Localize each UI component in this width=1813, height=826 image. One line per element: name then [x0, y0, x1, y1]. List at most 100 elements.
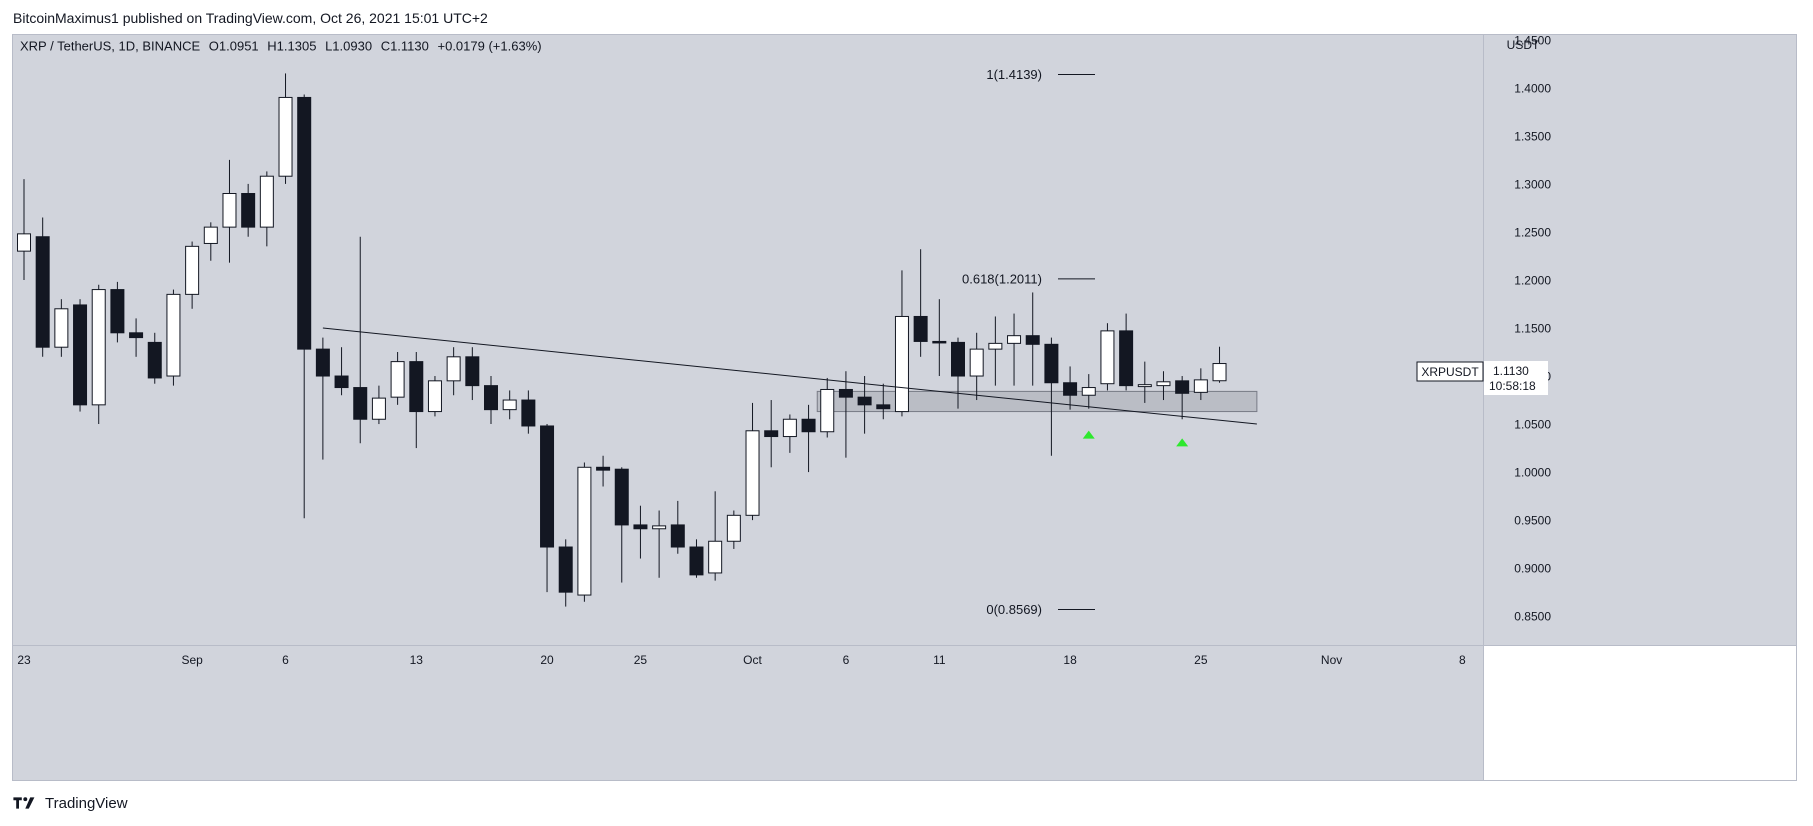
time-tick-label: 23 — [17, 653, 31, 667]
candle-body — [1100, 330, 1115, 385]
candle-body — [951, 341, 965, 377]
candle — [708, 491, 723, 581]
candle-body — [838, 388, 853, 398]
candle — [1100, 323, 1115, 391]
candle-body — [110, 289, 125, 334]
candle — [521, 390, 536, 434]
time-tick-label: 11 — [933, 653, 946, 667]
price-tag-countdown: 10:58:18 — [1489, 379, 1536, 393]
candle-body — [334, 375, 349, 389]
candle — [913, 249, 928, 357]
candle-body — [988, 342, 1003, 350]
candle — [334, 347, 349, 396]
candle — [1063, 366, 1078, 410]
support-marker-triangle — [1082, 430, 1095, 439]
candle — [17, 179, 31, 280]
candle-body — [577, 466, 592, 596]
time-tick-label: 6 — [843, 653, 850, 667]
candle-body — [371, 397, 386, 420]
candle — [73, 299, 88, 412]
candle — [222, 159, 237, 263]
candle — [465, 347, 480, 401]
price-tick-label: 0.9000 — [1514, 562, 1551, 576]
fib-level: 1(1.4139) — [986, 67, 1095, 82]
price-tick-label: 1.1500 — [1514, 321, 1551, 335]
candles-layer — [17, 73, 1227, 607]
legend-change: +0.0179 (+1.63%) — [438, 39, 542, 54]
candle — [1119, 313, 1134, 391]
candle-body — [614, 468, 629, 526]
candle — [110, 281, 125, 343]
candle-body — [278, 96, 293, 177]
time-tick-label: Nov — [1321, 653, 1342, 667]
chart-frame — [12, 34, 1797, 781]
time-axis-background — [13, 646, 1483, 780]
last-price-tag: XRPUSDT 1.1130 10:58:18 — [1416, 361, 1548, 395]
time-tick-label: 20 — [540, 653, 554, 667]
candle — [652, 510, 667, 578]
candle — [1025, 292, 1040, 386]
time-tick-label: 18 — [1063, 653, 1077, 667]
candle — [241, 183, 256, 237]
candle — [689, 539, 704, 578]
time-tick-label: Sep — [181, 653, 203, 667]
candle — [801, 404, 816, 473]
candle — [35, 217, 50, 357]
candle-body — [1212, 363, 1227, 382]
candle — [820, 377, 835, 438]
candle — [353, 236, 368, 444]
candle — [409, 352, 424, 449]
candle — [558, 539, 573, 607]
candle-body — [521, 399, 536, 427]
candle — [838, 371, 853, 458]
candle-body — [652, 525, 667, 530]
tradingview-brand[interactable]: TradingView — [13, 793, 128, 813]
candle — [502, 390, 517, 420]
candle-body — [596, 466, 611, 471]
price-tick-label: 0.9500 — [1514, 514, 1551, 528]
candle-body — [876, 404, 891, 410]
candle-body — [633, 524, 648, 530]
candle-body — [129, 332, 144, 339]
tradingview-logo-icon — [13, 797, 35, 809]
candle-body — [857, 396, 872, 406]
candle-body — [390, 361, 405, 398]
candle-body — [54, 308, 69, 348]
legend-low-value: 1.0930 — [332, 39, 372, 54]
candle — [1044, 337, 1059, 456]
candle — [259, 171, 274, 247]
descending-trendline — [322, 327, 1257, 425]
candle — [371, 385, 386, 425]
candle-body — [465, 356, 480, 387]
trendline-layer — [322, 327, 1257, 425]
legend-low-label: L — [325, 39, 332, 54]
legend-close-value: 1.1130 — [390, 39, 429, 54]
candle — [1193, 368, 1208, 401]
price-tick-label: 1.3500 — [1514, 129, 1551, 143]
candle — [484, 376, 498, 425]
legend-symbol: XRP / TetherUS, 1D, BINANCE — [20, 39, 200, 54]
price-tick-label: 1.3000 — [1514, 177, 1551, 191]
candle — [1156, 371, 1171, 401]
candle-body — [166, 293, 181, 377]
currency-label: USDT — [1507, 38, 1540, 52]
candle-body — [353, 387, 368, 420]
price-tick-label: 0.8500 — [1514, 610, 1551, 624]
candle — [91, 284, 106, 425]
candle-body — [91, 289, 106, 406]
candlestick-chart[interactable]: 1(1.4139) 0.618(1.2011) 0(0.8569) 1.4500 1.… — [13, 35, 1796, 780]
candle-body — [820, 388, 835, 433]
candle-body — [1156, 381, 1171, 387]
time-axis-ticks: 23 Sep 6 13 20 25 Oct 6 11 18 25 Nov 8 — [17, 653, 1466, 667]
candle — [670, 500, 685, 554]
brand-name: TradingView — [45, 794, 128, 812]
candle — [969, 332, 984, 401]
candle-body — [764, 430, 779, 438]
candle — [951, 337, 965, 409]
candle — [427, 376, 442, 417]
candle — [988, 316, 1003, 386]
candle-body — [17, 233, 31, 252]
markers-layer — [1082, 430, 1189, 447]
candle-body — [315, 348, 330, 377]
candle-body — [745, 430, 760, 516]
